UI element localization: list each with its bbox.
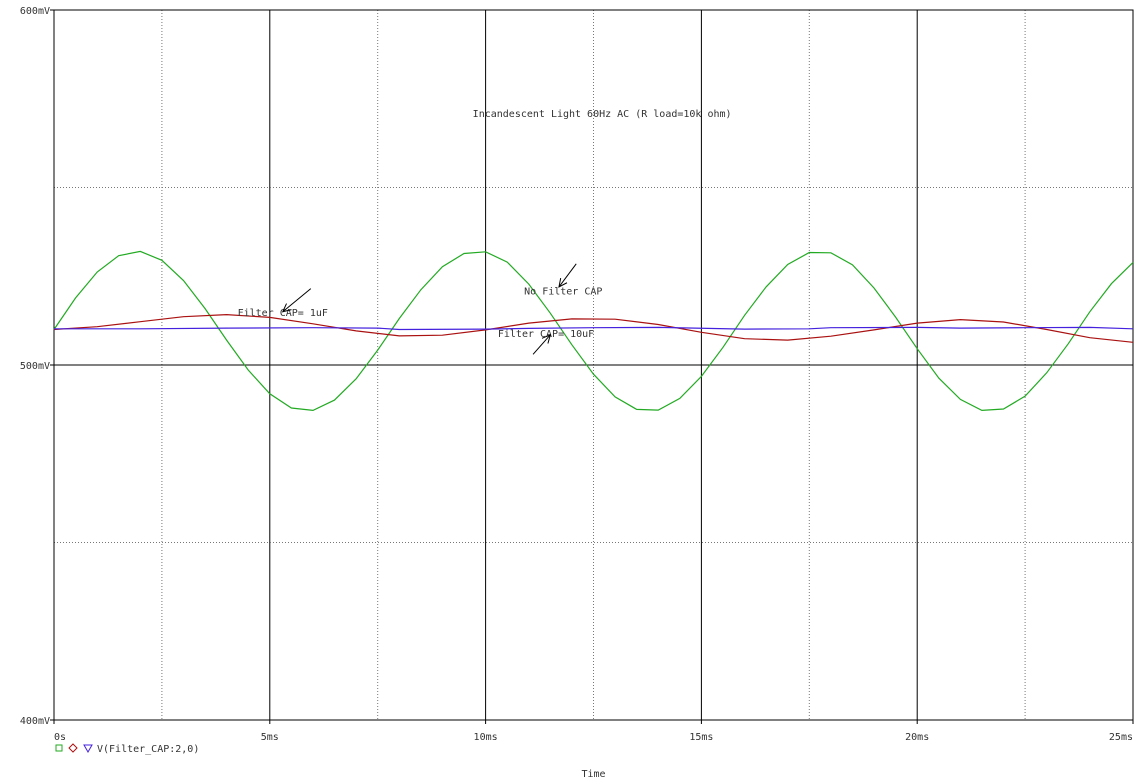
- legend-diamond-marker: [68, 743, 78, 753]
- series-line-1: [53, 250, 1134, 412]
- series-line-3: [54, 326, 1134, 331]
- chart-title: Incandescent Light 60Hz AC (R load=10k o…: [473, 109, 732, 120]
- annotation-label: Filter CAP= 10uF: [498, 329, 594, 340]
- series-line-2: [53, 313, 1134, 343]
- x-tick-label: 25ms: [1109, 732, 1133, 743]
- x-axis-label: Time: [581, 769, 605, 780]
- y-tick-label: 500mV: [20, 361, 50, 372]
- annotation-label: No Filter CAP: [524, 286, 602, 297]
- series-group: [53, 250, 1134, 412]
- annotations: No Filter CAP Filter CAP= 1uF Filter CAP= …: [238, 263, 602, 355]
- legend-square-marker: [55, 744, 63, 752]
- x-tick-label: 5ms: [261, 732, 279, 743]
- annotation-arrow: [532, 334, 551, 355]
- legend: V(Filter_CAP:2,0): [55, 743, 199, 755]
- grid: [54, 10, 1133, 720]
- legend-label: V(Filter_CAP:2,0): [97, 744, 199, 755]
- annotation-arrowhead: [558, 277, 568, 288]
- legend-triangle-marker: [83, 744, 93, 754]
- annotation-label: Filter CAP= 1uF: [238, 308, 328, 319]
- x-tick-label: 10ms: [474, 732, 498, 743]
- annotation-arrowhead: [541, 333, 552, 344]
- x-tick-label: 0s: [54, 732, 66, 743]
- annotation-arrow: [282, 288, 312, 313]
- y-tick-label: 400mV: [20, 716, 50, 727]
- x-tick-label: 15ms: [689, 732, 713, 743]
- axis-ticks: 0s 5ms 10ms 15ms 20ms 25ms 400mV 500mV 600mV: [20, 6, 1134, 743]
- annotation-arrow: [558, 263, 577, 288]
- y-tick-label: 600mV: [20, 6, 50, 17]
- x-tick-label: 20ms: [905, 732, 929, 743]
- annotation-arrowhead: [281, 303, 292, 313]
